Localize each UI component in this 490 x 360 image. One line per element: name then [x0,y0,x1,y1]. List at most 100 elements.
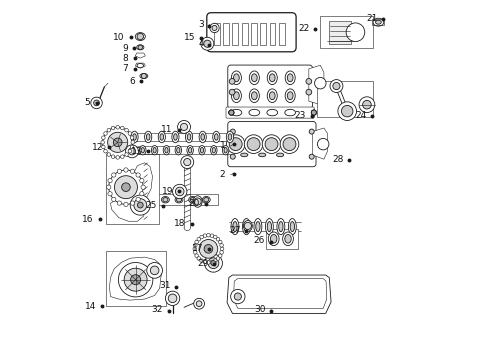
Circle shape [203,234,207,238]
Text: 4: 4 [198,39,204,48]
Polygon shape [234,279,327,309]
Circle shape [194,251,197,254]
Polygon shape [309,65,324,105]
Ellipse shape [231,219,239,235]
Circle shape [220,243,223,247]
Circle shape [229,110,234,115]
Text: 32: 32 [151,305,163,314]
Circle shape [194,298,204,309]
Circle shape [108,192,112,196]
Text: 3: 3 [198,19,204,28]
Circle shape [194,243,197,247]
Ellipse shape [270,234,277,243]
Circle shape [229,110,234,115]
Ellipse shape [251,74,257,82]
Ellipse shape [163,198,168,202]
Ellipse shape [177,148,180,153]
Circle shape [124,202,128,207]
Circle shape [172,184,187,199]
Ellipse shape [131,131,138,143]
Circle shape [116,156,120,159]
Ellipse shape [212,148,216,153]
Circle shape [311,110,317,115]
Ellipse shape [289,219,296,235]
Circle shape [342,105,353,117]
Circle shape [108,132,128,152]
Ellipse shape [270,74,275,82]
Circle shape [119,262,153,297]
Ellipse shape [175,145,181,155]
Bar [320,17,373,48]
Polygon shape [313,128,327,159]
Bar [232,23,238,45]
Bar [279,23,285,45]
Ellipse shape [137,63,144,68]
Circle shape [121,126,124,130]
Ellipse shape [287,92,293,100]
Circle shape [311,110,317,115]
Circle shape [125,145,139,158]
Circle shape [138,45,143,49]
Circle shape [229,110,234,115]
Circle shape [136,197,140,202]
Ellipse shape [231,109,242,116]
Text: 30: 30 [254,305,266,314]
Ellipse shape [165,148,168,153]
Text: 9: 9 [122,44,128,53]
Circle shape [333,82,340,90]
Ellipse shape [140,73,148,78]
Text: 12: 12 [92,143,103,152]
Circle shape [107,129,111,132]
Circle shape [207,261,210,264]
Ellipse shape [251,92,257,100]
Circle shape [134,199,147,212]
Text: 6: 6 [130,77,136,86]
Ellipse shape [158,131,166,143]
Circle shape [181,156,194,168]
Circle shape [197,238,200,241]
Ellipse shape [276,153,284,157]
Ellipse shape [173,134,177,140]
Circle shape [306,89,312,95]
Circle shape [121,155,124,158]
Ellipse shape [256,222,260,231]
Circle shape [229,78,235,84]
Circle shape [196,301,202,307]
Circle shape [130,201,135,205]
Ellipse shape [224,148,227,153]
Circle shape [214,259,217,262]
Ellipse shape [375,20,381,24]
Circle shape [101,140,104,144]
Circle shape [338,102,357,121]
FancyBboxPatch shape [207,13,296,52]
Circle shape [194,198,201,205]
Circle shape [201,37,214,50]
Circle shape [200,235,203,239]
FancyBboxPatch shape [226,107,314,118]
Bar [372,19,385,26]
Ellipse shape [200,148,203,153]
Bar [106,251,166,306]
Circle shape [104,132,107,135]
Ellipse shape [135,33,146,41]
Circle shape [229,110,234,115]
Circle shape [220,247,224,251]
FancyBboxPatch shape [228,122,316,167]
Circle shape [220,251,223,254]
Circle shape [230,129,235,134]
Circle shape [131,275,141,285]
Circle shape [195,235,222,262]
Circle shape [219,240,222,244]
Circle shape [140,192,144,196]
Text: 31: 31 [159,281,171,290]
Text: 24: 24 [356,111,367,120]
Circle shape [315,77,326,89]
Ellipse shape [373,18,384,26]
Circle shape [318,138,329,150]
Circle shape [111,155,115,158]
Circle shape [112,173,116,177]
Bar [260,23,266,45]
Bar [223,23,229,45]
Ellipse shape [199,145,205,155]
Circle shape [107,153,111,156]
